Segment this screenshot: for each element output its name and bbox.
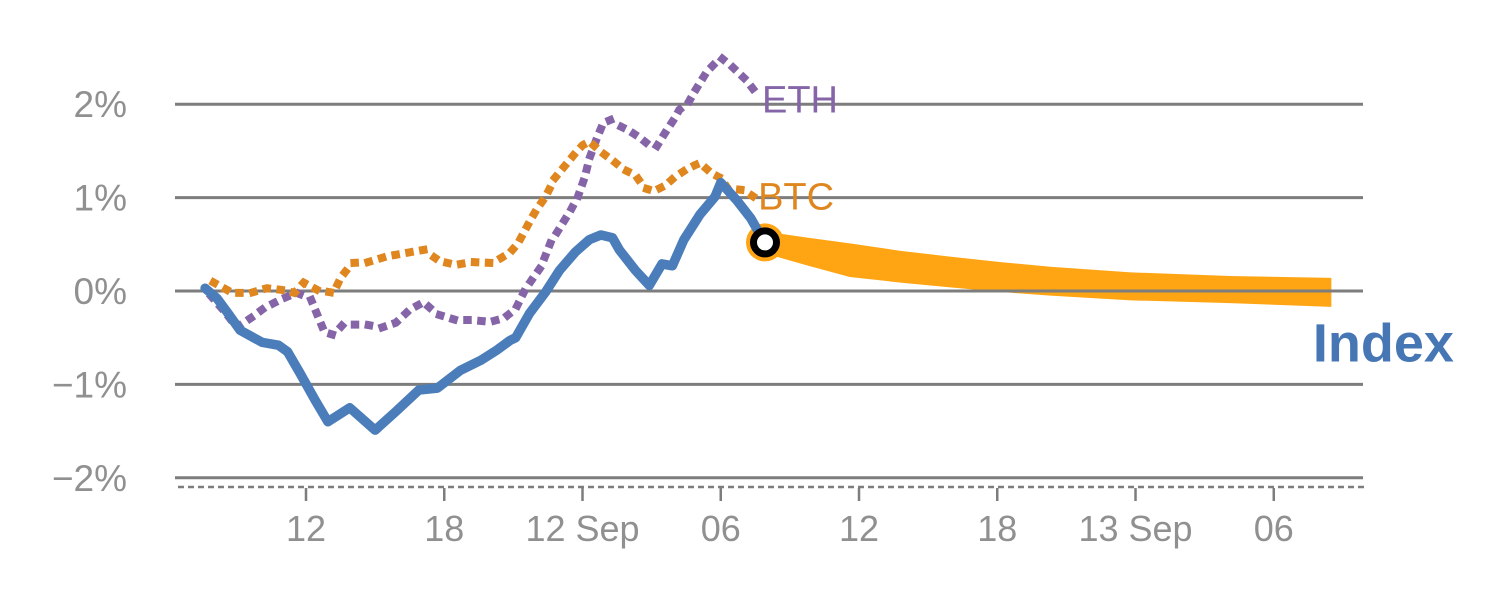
index-series-label: Index: [1313, 314, 1454, 374]
x-tick-label: 12: [286, 508, 326, 549]
x-tick-label: 13 Sep: [1078, 508, 1192, 549]
eth-line: [205, 52, 764, 340]
y-tick-label: 0%: [74, 271, 127, 312]
x-tick-label: 06: [701, 508, 741, 549]
x-tick-label: 18: [977, 508, 1017, 549]
index-line: [200, 177, 770, 435]
y-tick-label: −1%: [52, 364, 127, 405]
btc-series-label: BTC: [758, 177, 834, 219]
forecast-start-marker: [749, 227, 780, 258]
eth-series-label: ETH: [762, 80, 838, 122]
x-tick-label: 12 Sep: [525, 508, 639, 549]
x-tick-label: 12: [839, 508, 879, 549]
y-tick-label: −2%: [52, 458, 127, 499]
x-tick-label: 06: [1254, 508, 1294, 549]
btc-line: [208, 136, 764, 298]
y-tick-label: 1%: [74, 178, 127, 219]
index-forecast-band: [769, 232, 1332, 307]
y-tick-label: 2%: [74, 84, 127, 125]
x-tick-label: 18: [424, 508, 464, 549]
